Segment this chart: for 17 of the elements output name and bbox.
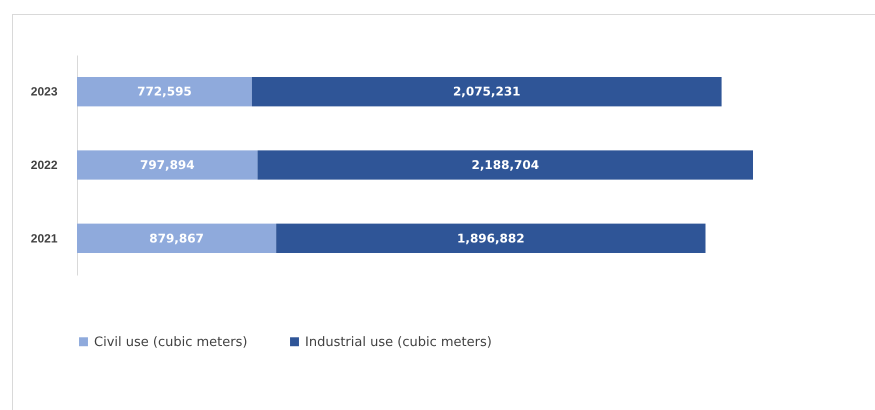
data-label: 879,867 — [149, 231, 204, 246]
legend-label: Industrial use (cubic meters) — [305, 334, 492, 350]
data-label: 2,075,231 — [452, 84, 521, 99]
y-tick-label: 2023 — [30, 84, 58, 99]
y-tick-label: 2021 — [30, 231, 58, 246]
bar — [77, 77, 252, 106]
data-label: 797,894 — [140, 158, 195, 172]
y-tick-label: 2022 — [30, 158, 58, 172]
data-label: 1,896,882 — [457, 231, 525, 246]
data-label: 2,188,704 — [472, 158, 540, 172]
bar — [77, 150, 258, 180]
bar — [77, 224, 276, 253]
bar — [276, 224, 706, 253]
legend-label: Civil use (cubic meters) — [94, 334, 248, 350]
bar — [252, 77, 722, 106]
bar — [258, 150, 753, 180]
data-label: 772,595 — [137, 84, 192, 99]
